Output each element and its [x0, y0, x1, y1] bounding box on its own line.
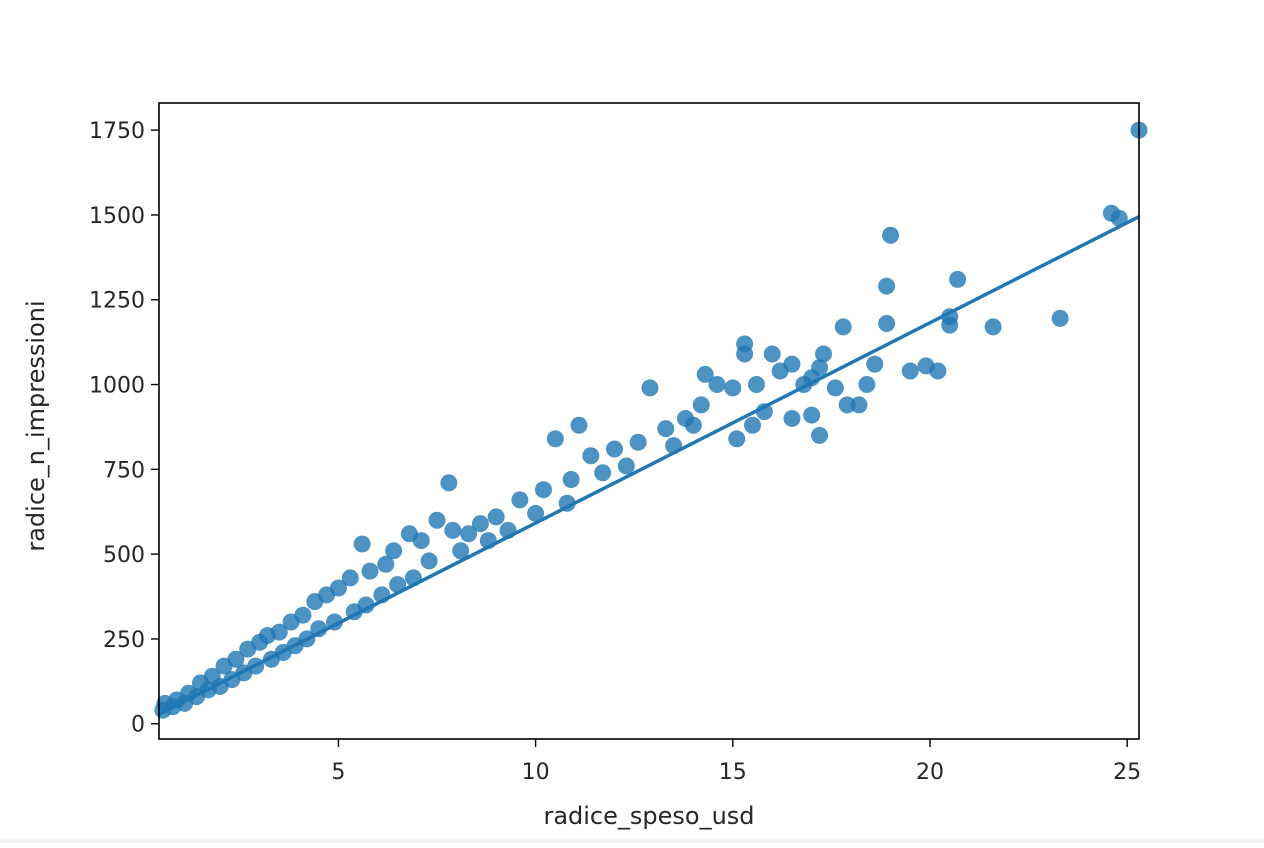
data-point [444, 521, 462, 539]
data-point [724, 379, 742, 397]
data-point [377, 555, 395, 573]
data-point [361, 562, 379, 580]
data-point [984, 318, 1002, 336]
data-point [460, 525, 478, 543]
data-point [728, 430, 746, 448]
x-axis-title: radice_speso_usd [543, 802, 754, 830]
data-point [878, 314, 896, 332]
data-point [527, 504, 545, 522]
data-point [838, 396, 856, 414]
y-tick-label: 1000 [89, 374, 145, 399]
data-point [878, 277, 896, 295]
data-point [744, 416, 762, 434]
x-tick-label: 15 [719, 760, 747, 785]
data-point [440, 474, 458, 492]
data-point [736, 345, 754, 363]
y-tick-label: 1250 [89, 289, 145, 314]
data-point [641, 379, 659, 397]
data-point [692, 396, 710, 414]
data-point [1051, 309, 1069, 327]
data-point [310, 620, 328, 638]
data-point [570, 416, 588, 434]
y-tick-label: 500 [103, 543, 145, 568]
regression-line [158, 215, 1140, 716]
y-axis-title: radice_n_impressioni [22, 300, 50, 551]
data-point [617, 457, 635, 475]
data-point [941, 316, 959, 334]
data-point [452, 542, 470, 560]
data-point [487, 508, 505, 526]
data-point [811, 426, 829, 444]
data-point [428, 511, 446, 529]
y-tick-label: 750 [103, 458, 145, 483]
data-point [471, 515, 489, 533]
data-point [803, 406, 821, 424]
data-point [696, 365, 714, 383]
x-tick-label: 10 [522, 760, 550, 785]
data-point [511, 491, 529, 509]
data-point [239, 640, 257, 658]
y-tick-label: 250 [103, 628, 145, 653]
y-tick-label: 1500 [89, 204, 145, 229]
data-point [901, 362, 919, 380]
x-axis-ticks: 5 10 15 20 25 [331, 739, 1141, 785]
data-point [389, 576, 407, 594]
data-point [562, 471, 580, 489]
data-point [834, 318, 852, 336]
data-point [420, 552, 438, 570]
data-point [708, 376, 726, 394]
data-point [657, 420, 675, 438]
data-point [341, 569, 359, 587]
data-point [385, 542, 403, 560]
points-layer [154, 121, 1148, 719]
data-point [605, 440, 623, 458]
plot-frame [158, 102, 1140, 740]
data-point [917, 357, 935, 375]
data-point [866, 355, 884, 373]
data-point [582, 447, 600, 465]
data-point [858, 376, 876, 394]
data-point [353, 535, 371, 553]
data-point [629, 433, 647, 451]
bottom-strip [0, 839, 1264, 843]
data-point [783, 409, 801, 427]
data-point [306, 593, 324, 611]
data-point [535, 481, 553, 499]
data-point [215, 657, 233, 675]
data-point [594, 464, 612, 482]
data-point [882, 226, 900, 244]
data-point [826, 379, 844, 397]
data-point [684, 416, 702, 434]
y-tick-label: 0 [131, 713, 145, 738]
x-tick-label: 5 [331, 760, 345, 785]
y-axis-ticks: 0 250 500 750 1000 1250 1500 1750 [89, 119, 159, 738]
y-tick-label: 1750 [89, 119, 145, 144]
x-tick-label: 25 [1113, 760, 1141, 785]
x-tick-label: 20 [916, 760, 944, 785]
data-point [282, 613, 300, 631]
data-point [546, 430, 564, 448]
data-point [400, 525, 418, 543]
data-point [815, 345, 833, 363]
data-point [949, 270, 967, 288]
regression-line-layer [158, 215, 1140, 716]
data-point [747, 376, 765, 394]
data-point [850, 396, 868, 414]
data-point [763, 345, 781, 363]
data-point [771, 362, 789, 380]
